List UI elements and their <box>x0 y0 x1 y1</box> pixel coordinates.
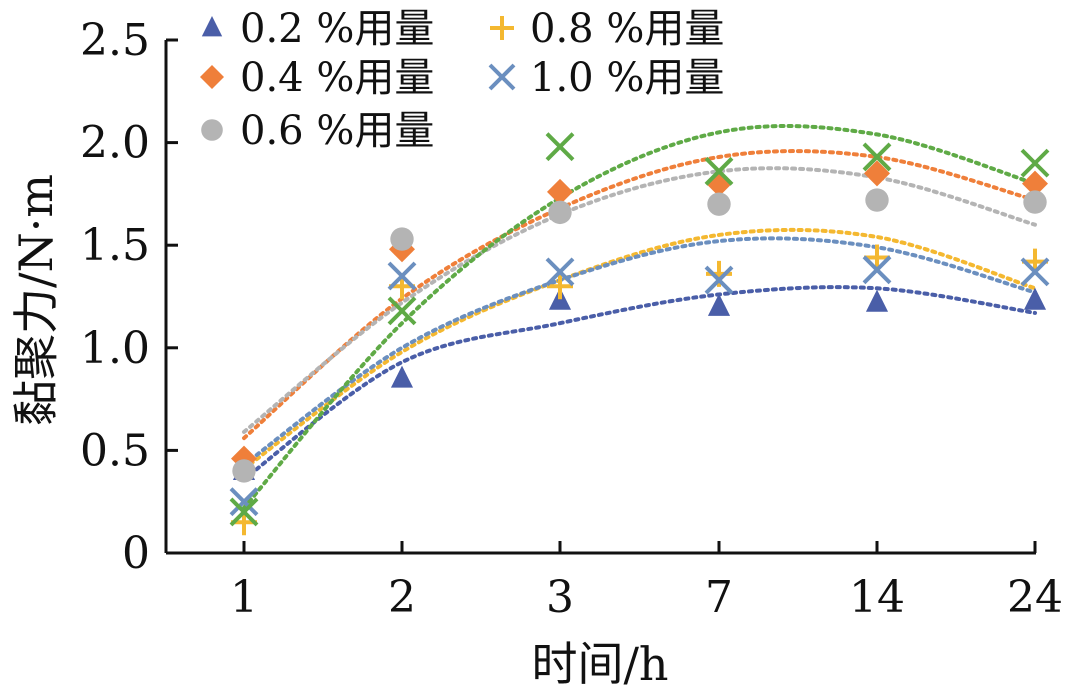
legend-label: 0.2 %用量 <box>240 6 434 52</box>
trend-line <box>242 166 1037 434</box>
x-tick-label: 3 <box>546 572 574 623</box>
y-tick-label: 0 <box>122 528 150 579</box>
data-point <box>706 260 732 287</box>
data-point <box>864 160 890 187</box>
legend-label: 1.0 %用量 <box>530 55 724 101</box>
x-tick-label: 14 <box>849 572 905 623</box>
data-point <box>704 265 734 295</box>
y-tick-label: 2.0 <box>80 118 150 169</box>
data-point <box>1023 190 1047 214</box>
data-point <box>387 296 417 326</box>
data-points <box>229 132 1050 536</box>
x-tick-label: 1 <box>230 572 258 623</box>
data-point <box>545 257 575 287</box>
y-tick-label: 1.0 <box>80 323 150 374</box>
data-point <box>390 227 414 251</box>
data-point <box>229 487 259 517</box>
legend-marker <box>200 65 224 89</box>
data-point <box>865 289 889 312</box>
legend-label: 0.6 %用量 <box>240 108 434 154</box>
trend-line <box>242 285 1037 482</box>
data-point <box>864 244 890 271</box>
data-point <box>547 273 573 300</box>
y-tick-label: 2.5 <box>80 15 150 66</box>
data-point <box>707 293 731 316</box>
x-tick-label: 24 <box>1007 572 1063 623</box>
data-point <box>1022 170 1048 197</box>
data-point <box>548 200 572 225</box>
data-point <box>387 261 417 291</box>
y-tick-label: 0.5 <box>80 425 150 476</box>
x-axis-label: 时间/h <box>531 637 668 691</box>
legend-marker <box>201 16 223 37</box>
data-point <box>1020 257 1050 287</box>
data-point <box>229 497 259 527</box>
data-point <box>547 178 573 205</box>
data-point <box>862 142 892 172</box>
legend: 0.2 %用量0.4 %用量 0.6 %用量 0.8 %用量1.0 %用量 <box>200 6 724 154</box>
legend-marker <box>488 63 516 91</box>
data-point <box>1023 287 1047 310</box>
axes: 0 0.5 1.0 1.5 2.0 2.5 1 2 3 7 14 24 <box>80 15 1063 623</box>
y-axis-label: 黏聚力/N·m <box>9 174 63 426</box>
x-tick-label: 7 <box>705 572 733 623</box>
data-point <box>390 365 414 388</box>
data-point <box>865 188 889 212</box>
y-tick-label: 1.5 <box>80 220 150 271</box>
data-point <box>862 255 892 285</box>
trend-line <box>242 124 1037 510</box>
legend-marker <box>490 16 514 40</box>
trend-line <box>242 236 1037 467</box>
data-point <box>704 156 734 186</box>
data-point <box>232 459 256 483</box>
legend-marker <box>201 119 223 141</box>
data-point <box>545 132 575 162</box>
data-point <box>707 192 731 216</box>
data-point <box>1020 148 1050 178</box>
trend-lines <box>242 124 1037 510</box>
trend-line <box>242 149 1037 441</box>
x-tick-label: 2 <box>388 572 416 623</box>
legend-label: 0.4 %用量 <box>240 55 434 101</box>
legend-label: 0.8 %用量 <box>530 6 724 52</box>
trend-line <box>242 227 1037 471</box>
